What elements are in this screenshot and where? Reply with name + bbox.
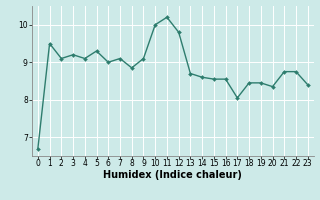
X-axis label: Humidex (Indice chaleur): Humidex (Indice chaleur) xyxy=(103,170,242,180)
